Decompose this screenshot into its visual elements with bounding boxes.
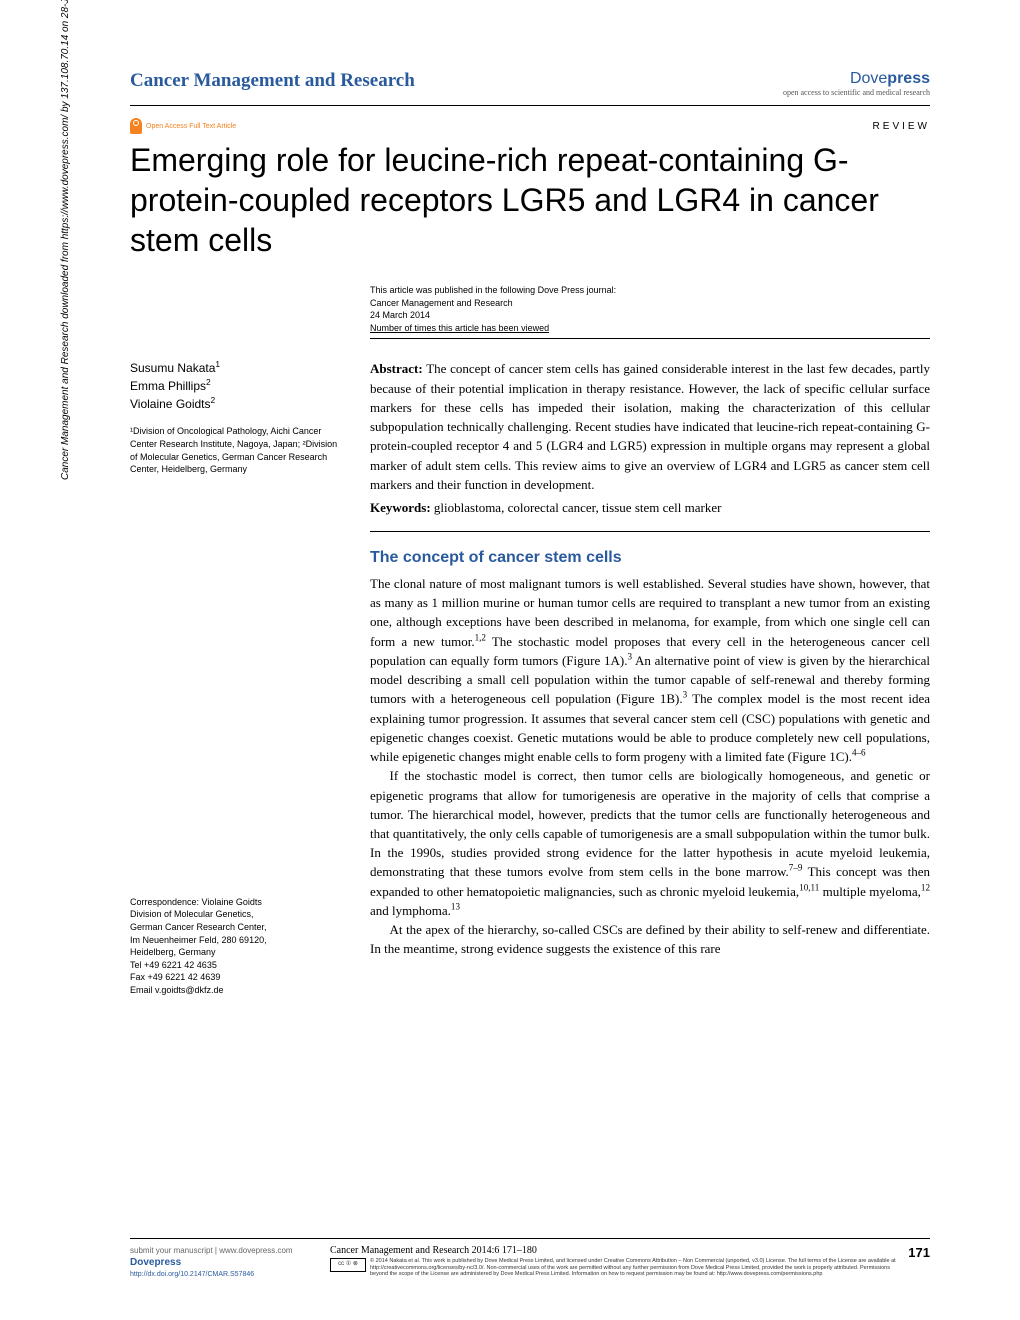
citation-sup: 1,2 [475,632,486,642]
publisher-name-a: Dove [850,70,887,87]
keywords-text: Keywords: glioblastoma, colorectal cance… [370,498,930,517]
author-list: Susumu Nakata1 Emma Phillips2 Violaine G… [130,359,346,413]
abstract-block: Abstract: The concept of cancer stem cel… [370,359,930,532]
author-name: Violaine Goidts [130,397,211,411]
article-title: Emerging role for leucine-rich repeat-co… [130,140,930,260]
footer-citation: Cancer Management and Research 2014:6 17… [330,1245,908,1256]
author: Emma Phillips2 [130,377,346,395]
publisher-tagline: open access to scientific and medical re… [783,88,930,97]
corr-line: Heidelberg, Germany [130,946,346,959]
author-affil-sup: 1 [215,359,220,369]
pub-info-date: 24 March 2014 [370,309,930,322]
journal-title: Cancer Management and Research [130,70,415,92]
pub-info-line: This article was published in the follow… [370,284,930,297]
citation-sup: 7–9 [789,863,803,873]
left-column: Susumu Nakata1 Emma Phillips2 Violaine G… [130,359,346,996]
section-heading: The concept of cancer stem cells [370,546,930,570]
author-name: Emma Phillips [130,379,206,393]
license-text: © 2014 Nakata et al. This work is publis… [370,1258,908,1278]
author: Violaine Goidts2 [130,395,346,413]
page-footer: submit your manuscript | www.dovepress.c… [130,1238,930,1280]
submit-manuscript-link[interactable]: submit your manuscript | www.dovepress.c… [130,1245,330,1256]
open-access-badge[interactable]: Open Access Full Text Article [130,118,236,134]
citation-sup: 12 [921,882,930,892]
footer-publisher: Dovepress [130,1256,330,1270]
page-number: 171 [908,1245,930,1280]
corr-line: Im Neuenheimer Feld, 280 69120, [130,934,346,947]
paragraph: At the apex of the hierarchy, so-called … [370,920,930,958]
article-type-badge: REVIEW [873,121,930,132]
publisher-name-b: press [887,70,930,87]
header: Cancer Management and Research Dovepress… [130,70,930,106]
page-content: Cancer Management and Research Dovepress… [0,0,1020,1037]
correspondence-block: Correspondence: Violaine Goidts Division… [130,896,346,997]
abstract-body: The concept of cancer stem cells has gai… [370,361,930,491]
corr-line: Division of Molecular Genetics, [130,908,346,921]
pub-info-views-link[interactable]: Number of times this article has been vi… [370,322,930,335]
paragraph: If the stochastic model is correct, then… [370,766,930,920]
footer-center: Cancer Management and Research 2014:6 17… [330,1245,908,1280]
text-run: multiple myeloma, [819,884,921,899]
keywords-label: Keywords: [370,500,431,515]
badge-row: Open Access Full Text Article REVIEW [130,118,930,134]
author-affil-sup: 2 [211,395,216,405]
corr-email[interactable]: Email v.goidts@dkfz.de [130,984,346,997]
paragraph: The clonal nature of most malignant tumo… [370,574,930,766]
body-text: The clonal nature of most malignant tumo… [370,574,930,959]
corr-line: German Cancer Research Center, [130,921,346,934]
publisher-block: Dovepress open access to scientific and … [783,70,930,97]
pub-info-journal: Cancer Management and Research [370,297,930,310]
citation-sup: 4–6 [852,748,866,758]
author-name: Susumu Nakata [130,361,215,375]
keywords-body: glioblastoma, colorectal cancer, tissue … [431,500,722,515]
author-affil-sup: 2 [206,377,211,387]
publication-info: This article was published in the follow… [370,284,930,339]
abstract-text: Abstract: The concept of cancer stem cel… [370,359,930,494]
citation-sup: 10,11 [799,882,819,892]
footer-license: cc ① ⊗ © 2014 Nakata et al. This work is… [330,1258,908,1278]
corr-fax: Fax +49 6221 42 4639 [130,971,346,984]
text-run: and lymphoma. [370,903,451,918]
author: Susumu Nakata1 [130,359,346,377]
doi-link[interactable]: http://dx.doi.org/10.2147/CMAR.S57846 [130,1270,330,1280]
open-access-text: Open Access Full Text Article [146,123,236,130]
right-column: Abstract: The concept of cancer stem cel… [370,359,930,996]
download-watermark: Cancer Management and Research downloade… [60,0,71,480]
affiliations: ¹Division of Oncological Pathology, Aich… [130,425,346,475]
cc-badge-icon: cc ① ⊗ [330,1258,366,1272]
abstract-label: Abstract: [370,361,423,376]
footer-left: submit your manuscript | www.dovepress.c… [130,1245,330,1280]
main-columns: Susumu Nakata1 Emma Phillips2 Violaine G… [130,359,930,996]
lock-open-icon [130,118,142,134]
text-run: If the stochastic model is correct, then… [370,768,930,879]
citation-sup: 13 [451,902,460,912]
corr-tel: Tel +49 6221 42 4635 [130,959,346,972]
publisher-logo: Dovepress [783,70,930,88]
corr-line: Correspondence: Violaine Goidts [130,896,346,909]
